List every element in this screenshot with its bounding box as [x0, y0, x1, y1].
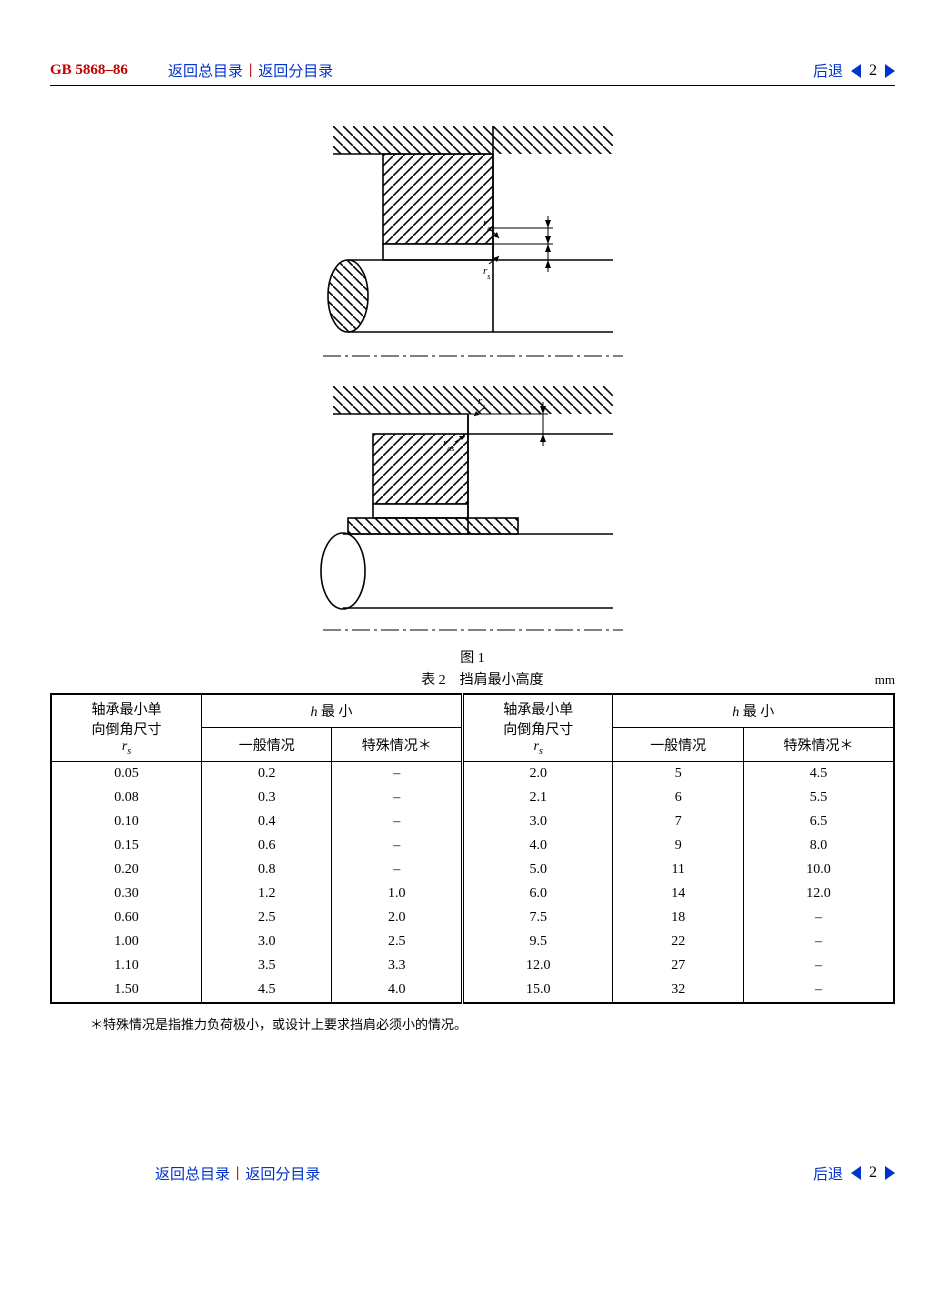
table-cell: 0.2 [202, 761, 332, 786]
back-link-footer[interactable]: 后退 [813, 1163, 843, 1184]
table-cell: 0.05 [51, 761, 202, 786]
nav-controls-footer: 后退 2 [813, 1163, 895, 1184]
link-sub-toc[interactable]: 返回分目录 [258, 60, 333, 81]
table-cell: – [743, 954, 894, 978]
th-general-left: 一般情况 [202, 728, 332, 761]
table-note: ＊特殊情况是指推力负荷极小，或设计上要求挡肩必须小的情况。 [50, 1014, 895, 1033]
table-cell: 1.10 [51, 954, 202, 978]
table-cell: 18 [613, 906, 743, 930]
table-cell: 0.08 [51, 786, 202, 810]
table-cell: 10.0 [743, 858, 894, 882]
table-cell: – [332, 834, 462, 858]
prev-page-icon[interactable] [851, 1166, 861, 1180]
th-hmin-left: h 最 小 [202, 694, 463, 728]
table-cell: 5.0 [462, 858, 613, 882]
table-cell: 7 [613, 810, 743, 834]
table-cell: – [332, 810, 462, 834]
table-cell: 0.10 [51, 810, 202, 834]
table-cell: 32 [613, 978, 743, 1003]
next-page-icon[interactable] [885, 64, 895, 78]
table-cell: 6.5 [743, 810, 894, 834]
page-header: GB 5868–86 返回总目录 | 返回分目录 后退 2 [50, 60, 895, 86]
th-special-right: 特殊情况＊ [743, 728, 894, 761]
table-cell: 7.5 [462, 906, 613, 930]
page-number-footer: 2 [869, 1164, 877, 1182]
table-cell: 0.20 [51, 858, 202, 882]
figure-1: ras rs [50, 116, 895, 641]
page-number: 2 [869, 62, 877, 80]
table-cell: 3.5 [202, 954, 332, 978]
link-main-toc[interactable]: 返回总目录 [168, 60, 243, 81]
table-cell: 3.3 [332, 954, 462, 978]
table-cell: 2.5 [202, 906, 332, 930]
table-cell: 1.00 [51, 930, 202, 954]
table-cell: 22 [613, 930, 743, 954]
link-main-toc-footer[interactable]: 返回总目录 [155, 1163, 230, 1184]
table-cell: – [332, 786, 462, 810]
table-cell: – [332, 858, 462, 882]
table-cell: 0.4 [202, 810, 332, 834]
th-rs-left: 轴承最小单 向倒角尺寸 rs [51, 694, 202, 761]
table-cell: – [743, 930, 894, 954]
table-cell: 2.0 [462, 761, 613, 786]
svg-text:rs: rs [483, 265, 490, 281]
table-cell: 1.0 [332, 882, 462, 906]
table-cell: 9 [613, 834, 743, 858]
table-cell: 1.2 [202, 882, 332, 906]
table-cell: 0.15 [51, 834, 202, 858]
table-cell: 12.0 [743, 882, 894, 906]
link-sub-toc-footer[interactable]: 返回分目录 [245, 1163, 320, 1184]
table-cell: 5.5 [743, 786, 894, 810]
table-cell: 2.0 [332, 906, 462, 930]
table-cell: 5 [613, 761, 743, 786]
table-cell: 3.0 [202, 930, 332, 954]
separator: | [249, 62, 252, 79]
th-hmin-right: h 最 小 [613, 694, 894, 728]
table-cell: 4.0 [332, 978, 462, 1003]
table-cell: 0.30 [51, 882, 202, 906]
th-general-right: 一般情况 [613, 728, 743, 761]
table-cell: 2.1 [462, 786, 613, 810]
table-cell: 4.5 [743, 761, 894, 786]
table-cell: 3.0 [462, 810, 613, 834]
next-page-icon[interactable] [885, 1166, 895, 1180]
table-cell: 15.0 [462, 978, 613, 1003]
table-cell: 0.3 [202, 786, 332, 810]
table-cell: 0.8 [202, 858, 332, 882]
table-cell: – [743, 978, 894, 1003]
table-cell: 4.0 [462, 834, 613, 858]
table-unit: mm [875, 672, 895, 688]
nav-controls: 后退 2 [813, 60, 895, 81]
table-cell: 11 [613, 858, 743, 882]
table-cell: 0.60 [51, 906, 202, 930]
standard-code: GB 5868–86 [50, 62, 128, 79]
figure-caption: 图 1 [50, 647, 895, 667]
table-2: 轴承最小单 向倒角尺寸 rs h 最 小 轴承最小单 向倒角尺寸 rs h 最 … [50, 693, 895, 1004]
table-cell: 27 [613, 954, 743, 978]
table-cell: 14 [613, 882, 743, 906]
table-cell: – [743, 906, 894, 930]
prev-page-icon[interactable] [851, 64, 861, 78]
separator: | [236, 1165, 239, 1182]
table-caption: 表 2 挡肩最小高度 [90, 669, 875, 689]
table-cell: 4.5 [202, 978, 332, 1003]
table-cell: 9.5 [462, 930, 613, 954]
back-link[interactable]: 后退 [813, 60, 843, 81]
table-cell: 12.0 [462, 954, 613, 978]
page-footer: 返回总目录 | 返回分目录 后退 2 [50, 1163, 895, 1188]
th-rs-right: 轴承最小单 向倒角尺寸 rs [462, 694, 613, 761]
table-cell: 1.50 [51, 978, 202, 1003]
table-cell: 6.0 [462, 882, 613, 906]
table-cell: 8.0 [743, 834, 894, 858]
table-cell: 6 [613, 786, 743, 810]
table-cell: 2.5 [332, 930, 462, 954]
th-special-left: 特殊情况＊ [332, 728, 462, 761]
table-cell: – [332, 761, 462, 786]
table-cell: 0.6 [202, 834, 332, 858]
